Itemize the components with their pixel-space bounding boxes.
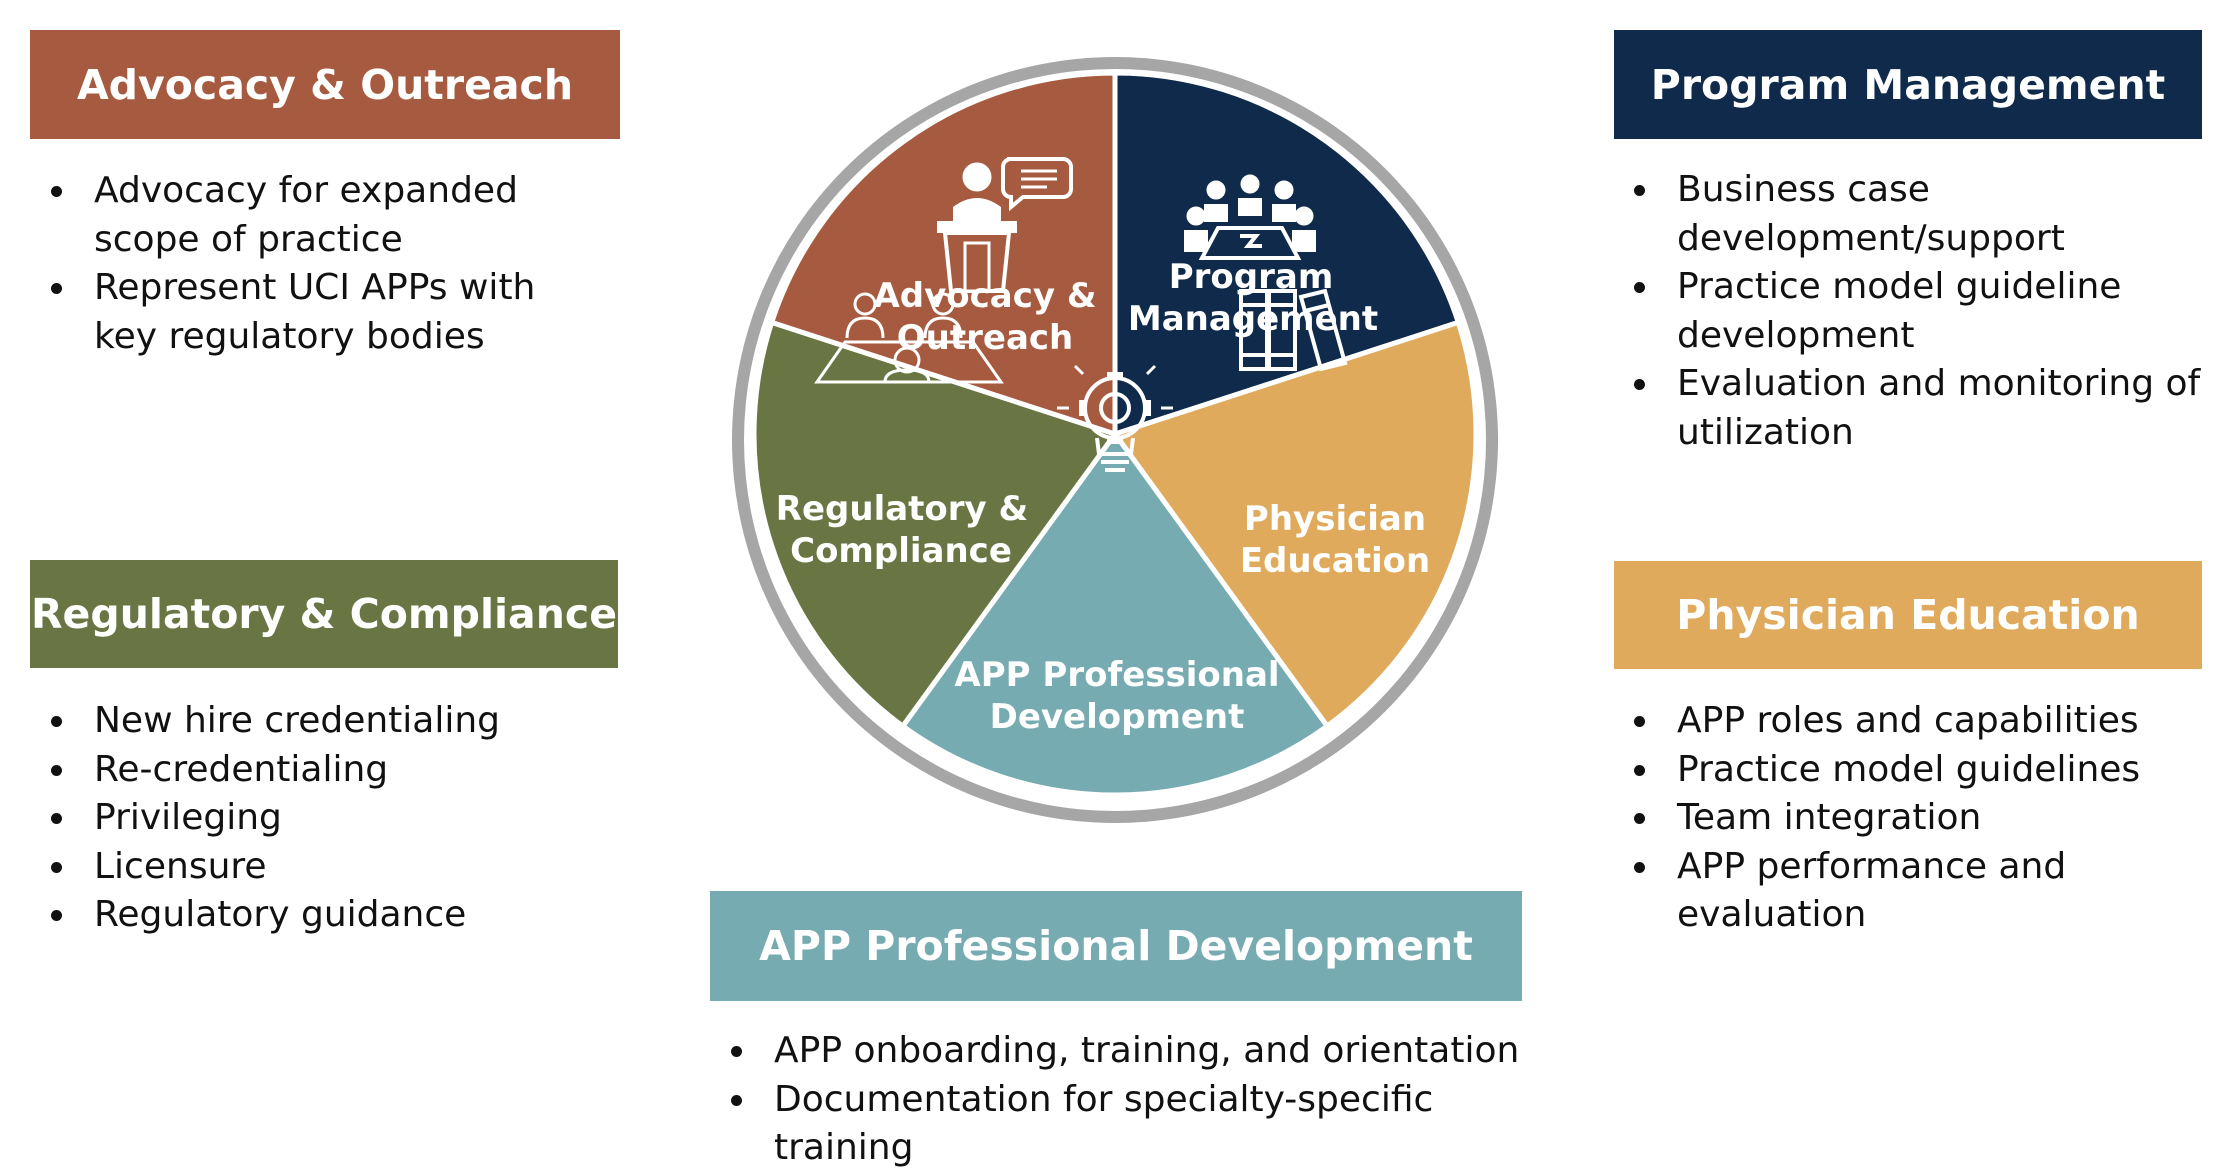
lightbulb-gear-icon: [1057, 350, 1173, 472]
program-management-title: Program Management: [1650, 60, 2166, 109]
list-item: Privileging: [30, 794, 630, 843]
physician-education-list: APP roles and capabilities Practice mode…: [1613, 697, 2213, 940]
segment-label-advocacy-line2: Outreach: [897, 318, 1074, 358]
list-item: Evaluation and monitoring of utilization: [1613, 360, 2213, 457]
list-item: Advocacy for expanded scope of practice: [30, 167, 630, 264]
list-item: APP performance and evaluation: [1613, 843, 2213, 940]
books-icon: [1239, 288, 1348, 372]
list-item: Licensure: [30, 843, 630, 892]
segment-label-advocacy-line1: Advocacy &: [873, 276, 1096, 316]
advocacy-outreach-header: Advocacy & Outreach: [30, 30, 620, 139]
program-management-list: Business case development/support Practi…: [1613, 166, 2213, 457]
segment-regulatory-compliance[interactable]: [751, 319, 1120, 730]
list-item: Practice model guideline development: [1613, 263, 2213, 360]
speaker-podium-icon: [937, 157, 1073, 293]
segment-app-professional-development[interactable]: [899, 429, 1331, 798]
app-development-list: APP onboarding, training, and orientatio…: [710, 1027, 1570, 1173]
segment-advocacy-outreach[interactable]: [768, 70, 1118, 438]
list-item: Re-credentialing: [30, 746, 630, 795]
regulatory-compliance-header: Regulatory & Compliance: [30, 560, 618, 668]
list-item: APP roles and capabilities: [1613, 697, 2213, 746]
physician-education-title: Physician Education: [1676, 591, 2140, 639]
segment-label-physician-line2: Education: [1240, 541, 1430, 581]
list-item: Practice model guidelines: [1613, 746, 2213, 795]
regulatory-compliance-list: New hire credentialing Re-credentialing …: [30, 697, 630, 940]
segment-label-regulatory-line2: Compliance: [790, 531, 1012, 571]
list-item: New hire credentialing: [30, 697, 630, 746]
advocacy-outreach-list: Advocacy for expanded scope of practice …: [30, 167, 630, 361]
services-wheel: Program Management Physician Education A…: [732, 57, 1498, 823]
segment-label-app-line1: APP Professional: [954, 655, 1279, 695]
advocacy-outreach-title: Advocacy & Outreach: [76, 60, 574, 109]
segment-label-app-line2: Development: [990, 697, 1245, 737]
physician-education-header: Physician Education: [1614, 561, 2202, 669]
meeting-table-icon: [1184, 174, 1316, 260]
segment-label-regulatory-line1: Regulatory &: [776, 489, 1028, 529]
program-management-header: Program Management: [1614, 30, 2202, 139]
segment-label-physician-line1: Physician: [1244, 499, 1426, 539]
list-item: Regulatory guidance: [30, 891, 630, 940]
interview-table-icon: [814, 292, 1004, 384]
segment-label-program-line1: Program: [1169, 257, 1334, 297]
list-item: Documentation for specialty-specific tra…: [710, 1076, 1570, 1173]
segment-physician-education[interactable]: [1110, 319, 1479, 730]
app-development-header: APP Professional Development: [710, 891, 1522, 1001]
app-development-title: APP Professional Development: [759, 922, 1473, 970]
regulatory-compliance-title: Regulatory & Compliance: [30, 590, 618, 638]
list-item: APP onboarding, training, and orientatio…: [710, 1027, 1570, 1076]
list-item: Business case development/support: [1613, 166, 2213, 263]
segment-label-program-line2: Management: [1128, 299, 1378, 339]
list-item: Team integration: [1613, 794, 2213, 843]
list-item: Represent UCI APPs with key regulatory b…: [30, 264, 630, 361]
